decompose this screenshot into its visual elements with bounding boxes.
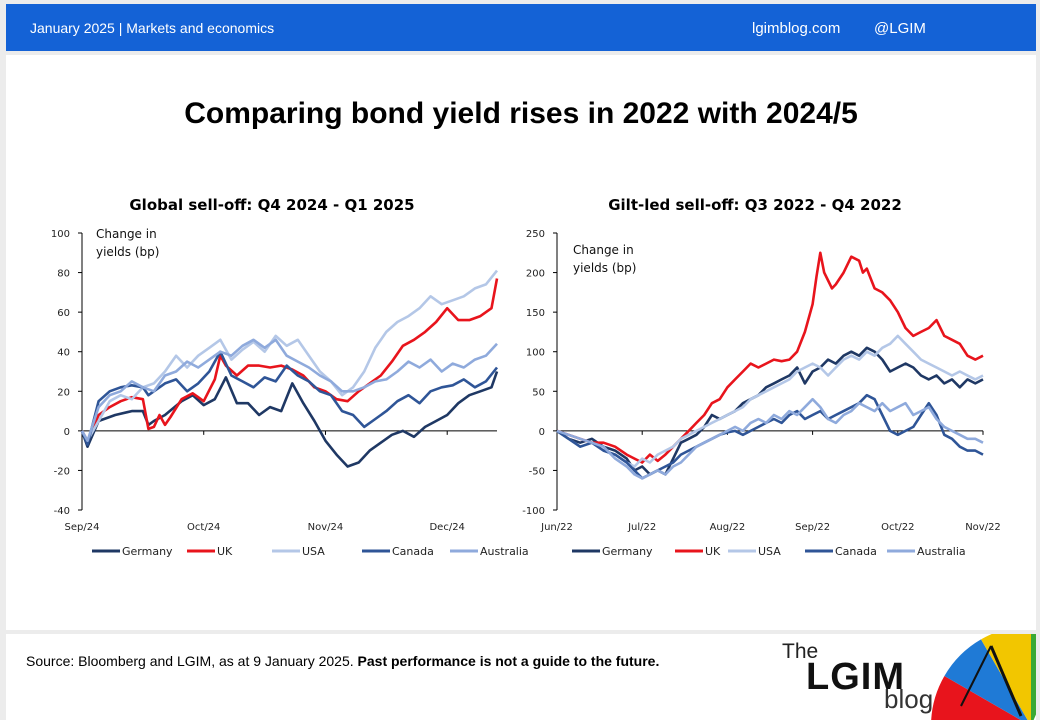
y-tick-label: 0	[539, 427, 545, 438]
y-tick-label: 100	[526, 348, 545, 359]
legend-label-canada: Canada	[835, 545, 877, 558]
series-line-canada	[556, 393, 984, 480]
y-tick-label: 100	[51, 229, 70, 240]
y-axis-label: yields (bp)	[96, 245, 159, 259]
chart-panel: Comparing bond yield rises in 2022 with …	[6, 55, 1036, 630]
logo-the: The	[782, 640, 819, 663]
x-tick-label: Jul/22	[627, 522, 656, 533]
legend-label-canada: Canada	[392, 545, 434, 558]
y-tick-label: 20	[57, 387, 70, 398]
footer: Source: Bloomberg and LGIM, as at 9 Janu…	[6, 634, 1036, 720]
banner-site-link[interactable]: lgimblog.com	[752, 20, 841, 37]
series-line-australia	[80, 338, 498, 443]
y-tick-label: 80	[57, 269, 70, 280]
chart-global-selloff: Global sell-off: Q4 2024 - Q1 2025 -40 -20…	[51, 196, 529, 558]
series-line-germany	[80, 371, 499, 468]
legend-label-usa: USA	[758, 545, 781, 558]
x-tick-label: Dec/24	[429, 522, 464, 533]
umbrella-icon	[931, 634, 1036, 720]
x-tick-label: Sep/22	[795, 522, 830, 533]
legend-label-uk: UK	[217, 545, 233, 558]
x-tick-label: Oct/24	[187, 522, 220, 533]
x-tick-label: Jun/22	[540, 522, 573, 533]
page-title: Comparing bond yield rises in 2022 with …	[184, 97, 858, 130]
x-tick-label: Nov/22	[965, 522, 1001, 533]
source-note: Source: Bloomberg and LGIM, as at 9 Janu…	[26, 653, 659, 669]
legend-label-uk: UK	[705, 545, 721, 558]
y-tick-label: 200	[526, 269, 545, 280]
series-line-australia	[556, 397, 984, 480]
series-line-germany	[556, 346, 984, 476]
y-tick-label: -40	[54, 506, 70, 517]
top-banner: January 2025 | Markets and economics lgi…	[6, 4, 1036, 51]
y-tick-label: 0	[64, 427, 70, 438]
y-tick-label: 250	[526, 229, 545, 240]
series-line-uk	[80, 278, 499, 443]
y-tick-label: -20	[54, 466, 70, 477]
y-tick-label: 60	[57, 308, 70, 319]
y-tick-label: 50	[532, 387, 545, 398]
x-tick-label: Sep/24	[65, 522, 100, 533]
chart-gilt-selloff: Gilt-led sell-off: Q3 2022 - Q4 2022 -100…	[522, 196, 1001, 558]
lgim-blog-logo: The LGIM blog	[776, 634, 1036, 720]
y-tick-label: -50	[529, 466, 545, 477]
banner-twitter-handle[interactable]: @LGIM	[874, 20, 926, 37]
legend-label-usa: USA	[302, 545, 325, 558]
banner-date-topic: January 2025 | Markets and economics	[30, 20, 275, 36]
x-tick-label: Aug/22	[710, 522, 746, 533]
legend-label-germany: Germany	[122, 545, 173, 558]
legend-label-australia: Australia	[480, 545, 529, 558]
chart-title: Gilt-led sell-off: Q3 2022 - Q4 2022	[608, 196, 902, 214]
logo-lgim: LGIM	[806, 656, 905, 698]
y-axis-label: Change in	[96, 227, 157, 241]
series-line-canada	[80, 350, 499, 446]
x-tick-label: Oct/22	[881, 522, 914, 533]
x-tick-label: Nov/24	[308, 522, 344, 533]
source-text: Source: Bloomberg and LGIM, as at 9 Janu…	[26, 653, 358, 669]
legend-label-australia: Australia	[917, 545, 966, 558]
disclaimer-text: Past performance is not a guide to the f…	[357, 653, 660, 669]
chart-title: Global sell-off: Q4 2024 - Q1 2025	[129, 196, 414, 214]
y-axis-label: yields (bp)	[573, 261, 636, 275]
series-line-usa	[556, 334, 984, 468]
y-tick-label: 150	[526, 308, 545, 319]
legend-label-germany: Germany	[602, 545, 653, 558]
y-tick-label: -100	[522, 506, 545, 517]
series-line-usa	[80, 269, 499, 443]
series-line-uk	[556, 251, 984, 464]
logo-blog: blog	[884, 684, 934, 714]
y-tick-label: 40	[57, 348, 70, 359]
y-axis-label: Change in	[573, 243, 634, 257]
